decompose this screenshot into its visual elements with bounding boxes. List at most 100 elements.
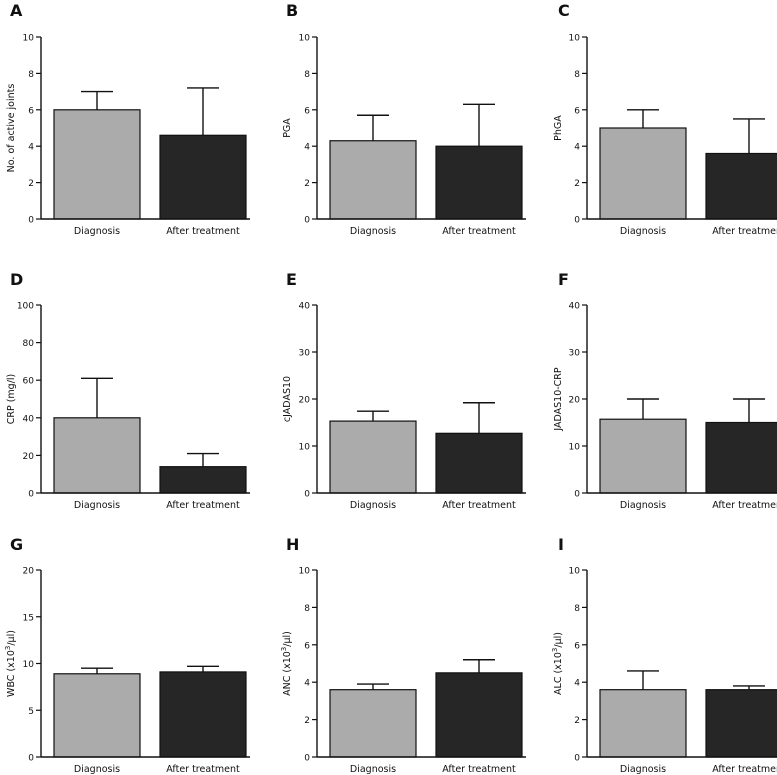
bar-after-treatment <box>159 671 247 758</box>
y-tick-label: 10 <box>569 567 581 577</box>
y-tick-label: 10 <box>569 443 581 453</box>
panel-d: D Diagnosis After treatment 0 20 40 60 80 100 CRP… <box>6 270 250 511</box>
y-axis-label: CRP (mg/l) <box>6 374 17 425</box>
y-tick-label: 0 <box>574 490 580 500</box>
x-tick-label: After treatment <box>712 226 777 237</box>
y-tick-label: 10 <box>23 660 35 670</box>
y-tick-label: 0 <box>28 754 34 764</box>
y-tick-label: 2 <box>574 716 580 726</box>
panel-h: H Diagnosis After treatment 0 2 4 6 8 10 ANC (x10… <box>280 535 526 775</box>
x-tick-label: Diagnosis <box>350 764 396 775</box>
x-tick-label: Diagnosis <box>74 226 120 237</box>
y-tick-label: 0 <box>28 216 34 226</box>
panel-letter: A <box>10 1 23 20</box>
y-tick-label: 100 <box>17 302 34 312</box>
x-tick-label: Diagnosis <box>74 764 120 775</box>
panel-f: F Diagnosis After treatment 0 10 20 30 40 JADAS1… <box>553 270 777 511</box>
x-tick-label: Diagnosis <box>350 500 396 511</box>
y-tick-label: 8 <box>574 70 580 80</box>
y-tick-label: 2 <box>28 179 34 189</box>
y-tick-label: 2 <box>304 716 310 726</box>
y-tick-label: 0 <box>574 216 580 226</box>
y-tick-label: 0 <box>304 216 310 226</box>
y-tick-label: 10 <box>23 34 35 44</box>
y-tick-label: 40 <box>299 302 311 312</box>
y-tick-label: 2 <box>304 179 310 189</box>
y-tick-label: 20 <box>569 396 581 406</box>
bar-after-treatment <box>435 672 523 758</box>
bar-after-treatment <box>705 152 777 220</box>
y-tick-label: 80 <box>23 339 35 349</box>
bar-after-treatment <box>159 134 247 220</box>
y-tick-label: 20 <box>23 567 35 577</box>
bar-diagnosis <box>329 420 417 494</box>
y-tick-label: 10 <box>569 34 581 44</box>
bar-after-treatment <box>705 421 777 494</box>
bar-diagnosis <box>329 689 417 758</box>
panel-letter: C <box>558 1 570 20</box>
y-axis-label: PGA <box>282 118 293 138</box>
y-tick-label: 8 <box>574 604 580 614</box>
x-tick-label: Diagnosis <box>74 500 120 511</box>
panel-letter: I <box>558 535 564 554</box>
y-tick-label: 0 <box>28 490 34 500</box>
y-tick-label: 4 <box>574 143 580 153</box>
y-tick-label: 60 <box>23 377 35 387</box>
y-tick-label: 8 <box>304 604 310 614</box>
x-tick-label: After treatment <box>712 500 777 511</box>
y-axis-label: WBC (x103/µl) <box>4 630 17 697</box>
bar-after-treatment <box>159 466 247 494</box>
panel-c: C Diagnosis After treatment 0 2 4 6 8 10 PhGA <box>553 1 777 237</box>
panel-g: G Diagnosis After treatment 0 5 10 15 20 WBC (x1… <box>4 535 250 775</box>
bar-after-treatment <box>435 432 523 494</box>
bar-diagnosis <box>53 109 141 220</box>
y-tick-label: 5 <box>28 707 34 717</box>
bar-diagnosis <box>599 689 687 758</box>
x-tick-label: Diagnosis <box>620 500 666 511</box>
panel-letter: H <box>286 535 299 554</box>
y-tick-label: 6 <box>574 641 580 651</box>
y-tick-label: 4 <box>304 679 310 689</box>
x-tick-label: After treatment <box>166 500 240 511</box>
x-tick-label: After treatment <box>712 764 777 775</box>
y-tick-label: 6 <box>574 106 580 116</box>
y-tick-label: 0 <box>304 754 310 764</box>
panel-letter: B <box>286 1 298 20</box>
y-tick-label: 30 <box>299 349 311 359</box>
y-tick-label: 0 <box>304 490 310 500</box>
panel-e: E Diagnosis After treatment 0 10 20 30 40 cJADAS… <box>282 270 526 511</box>
y-axis-label: PhGA <box>553 115 564 141</box>
y-tick-label: 40 <box>569 302 581 312</box>
panel-a: A Diagnosis After treatment 0 2 4 6 8 10 No. of a… <box>6 1 250 237</box>
bar-diagnosis <box>599 418 687 494</box>
panel-letter: F <box>558 270 569 289</box>
y-tick-label: 6 <box>28 106 34 116</box>
y-axis-label: JADAS10-CRP <box>553 367 564 432</box>
x-tick-label: After treatment <box>166 226 240 237</box>
y-tick-label: 20 <box>23 452 35 462</box>
y-tick-label: 10 <box>299 443 311 453</box>
y-tick-label: 2 <box>574 179 580 189</box>
y-tick-label: 6 <box>304 641 310 651</box>
bar-after-treatment <box>705 689 777 758</box>
bar-diagnosis <box>53 673 141 758</box>
y-axis-label: No. of active joints <box>6 84 17 173</box>
y-tick-label: 6 <box>304 106 310 116</box>
y-tick-label: 10 <box>299 567 311 577</box>
x-tick-label: After treatment <box>442 764 516 775</box>
x-tick-label: Diagnosis <box>620 764 666 775</box>
panel-b: B Diagnosis After treatment 0 2 4 6 8 10 PGA <box>282 1 526 237</box>
y-tick-label: 4 <box>304 143 310 153</box>
y-tick-label: 40 <box>23 414 35 424</box>
x-tick-label: After treatment <box>442 500 516 511</box>
y-tick-label: 8 <box>28 70 34 80</box>
y-tick-label: 15 <box>23 613 34 623</box>
bar-diagnosis <box>599 127 687 220</box>
y-tick-label: 4 <box>28 143 34 153</box>
x-tick-label: Diagnosis <box>350 226 396 237</box>
bar-diagnosis <box>53 417 141 494</box>
y-tick-label: 4 <box>574 679 580 689</box>
y-axis-label: cJADAS10 <box>282 376 293 422</box>
y-tick-label: 0 <box>574 754 580 764</box>
